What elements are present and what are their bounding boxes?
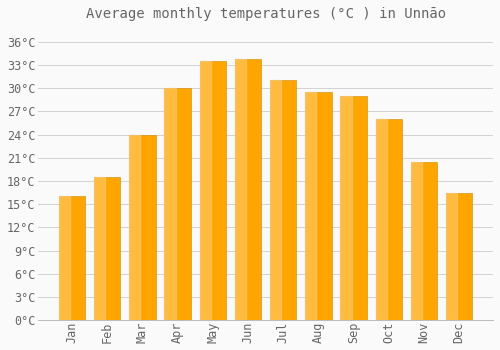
Bar [446, 193, 457, 320]
Bar [164, 88, 175, 320]
Bar [340, 96, 351, 320]
Bar [446, 193, 472, 320]
Bar [94, 177, 120, 320]
Bar [59, 196, 70, 320]
Bar [94, 177, 105, 320]
Title: Average monthly temperatures (°C ) in Unnāo: Average monthly temperatures (°C ) in Un… [86, 7, 446, 21]
Bar [130, 135, 156, 320]
Bar [411, 162, 437, 320]
Bar [59, 196, 86, 320]
Bar [130, 135, 140, 320]
Bar [270, 80, 281, 320]
Bar [164, 88, 191, 320]
Bar [235, 59, 261, 320]
Bar [235, 59, 246, 320]
Bar [305, 92, 316, 320]
Bar [411, 162, 422, 320]
Bar [340, 96, 367, 320]
Bar [200, 61, 210, 320]
Bar [270, 80, 296, 320]
Bar [305, 92, 332, 320]
Bar [200, 61, 226, 320]
Bar [376, 119, 386, 320]
Bar [376, 119, 402, 320]
